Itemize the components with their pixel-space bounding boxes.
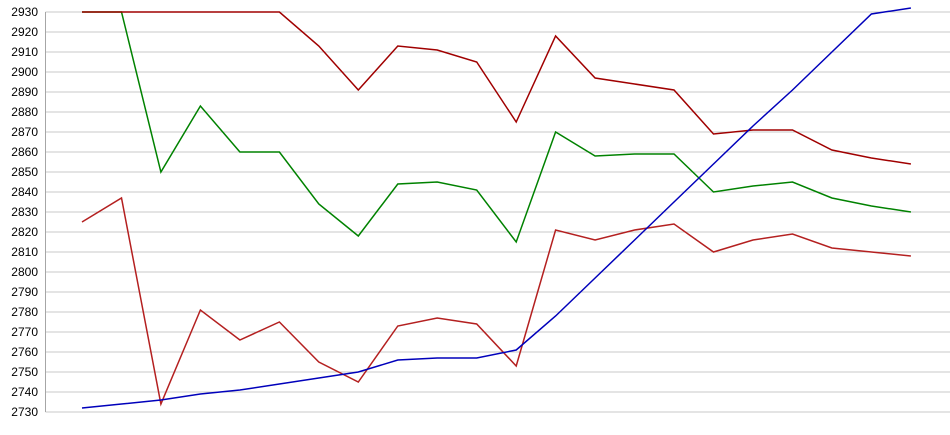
y-tick-label: 2750: [11, 365, 38, 379]
red-lower-line: [81, 196, 911, 407]
gridlines: [45, 11, 950, 413]
y-tick-label: 2810: [11, 245, 38, 259]
y-tick-label: 2850: [11, 165, 38, 179]
dark-red-top-line: [82, 11, 912, 165]
y-tick-label: 2740: [11, 385, 38, 399]
y-tick-label: 2790: [11, 285, 38, 299]
y-tick-label: 2900: [11, 65, 38, 79]
blue-line: [81, 7, 912, 409]
y-tick-label: 2930: [11, 5, 38, 19]
y-tick-label: 2840: [11, 185, 38, 199]
y-axis-labels: 2930 2920 2910 2900 2890 2880 2870 2860 2850 2840…: [11, 5, 38, 419]
y-tick-label: 2760: [11, 345, 38, 359]
y-tick-label: 2910: [11, 45, 38, 59]
y-tick-label: 2820: [11, 225, 38, 239]
y-tick-label: 2780: [11, 305, 38, 319]
y-tick-label: 2860: [11, 145, 38, 159]
series-lines: [81, 7, 912, 409]
y-tick-label: 2770: [11, 325, 38, 339]
green-line: [82, 11, 912, 244]
y-tick-label: 2730: [11, 405, 38, 419]
y-tick-label: 2890: [11, 85, 38, 99]
y-tick-label: 2830: [11, 205, 38, 219]
y-tick-label: 2870: [11, 125, 38, 139]
y-tick-label: 2920: [11, 25, 38, 39]
y-tick-label: 2880: [11, 105, 38, 119]
y-tick-label: 2800: [11, 265, 38, 279]
